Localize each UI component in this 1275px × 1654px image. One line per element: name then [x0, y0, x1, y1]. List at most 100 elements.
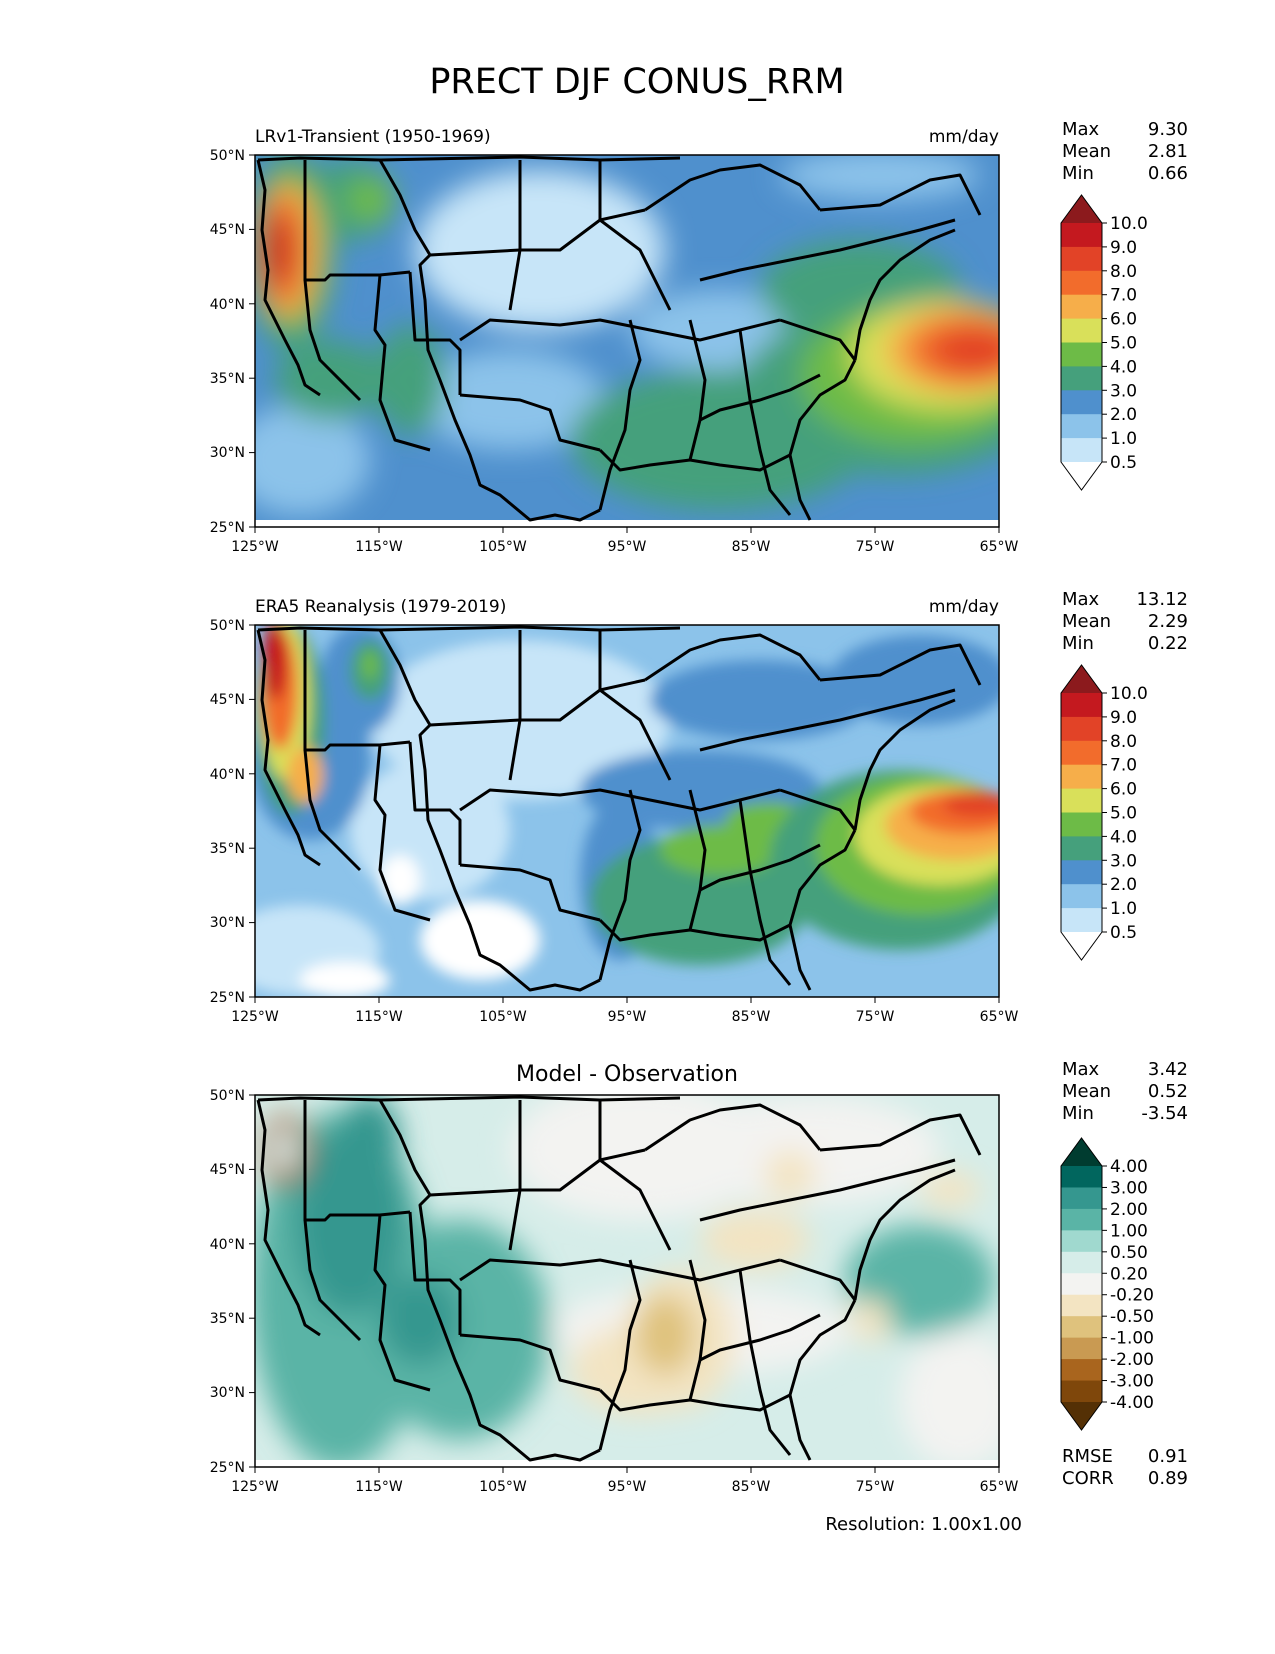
colorbar-bin — [1061, 1294, 1102, 1317]
colorbar-tick-label: 1.0 — [1110, 899, 1137, 919]
panel-center-title: Model - Observation — [516, 1062, 738, 1087]
precip-map-model — [255, 155, 999, 527]
svg-text:115°W: 115°W — [355, 1009, 403, 1025]
colorbar-tick-label: 2.0 — [1110, 875, 1137, 895]
svg-text:65°W: 65°W — [980, 539, 1019, 555]
colorbar-bin — [1061, 764, 1102, 790]
colorbar-bin — [1061, 414, 1102, 439]
svg-text:25°N: 25°N — [210, 1460, 245, 1476]
panel-units: mm/day — [929, 127, 999, 147]
colorbar-bin — [1061, 270, 1102, 296]
stats-block: Max 9.30 Mean 2.81 Min 0.66 — [1062, 119, 1188, 184]
y-axis: 50°N 45°N 40°N 35°N 30°N 25°N — [210, 1088, 255, 1476]
svg-text:85°W: 85°W — [732, 1479, 771, 1495]
colorbar-tick-label: 9.0 — [1110, 238, 1137, 258]
colorbar-bin — [1061, 716, 1102, 742]
svg-text:75°W: 75°W — [856, 539, 895, 555]
svg-text:Mean: Mean — [1062, 611, 1111, 632]
svg-text:3.42: 3.42 — [1148, 1059, 1188, 1080]
svg-text:40°N: 40°N — [210, 297, 245, 313]
svg-text:40°N: 40°N — [210, 1237, 245, 1253]
colorbar-tick-label: 3.00 — [1110, 1178, 1148, 1198]
svg-text:Min: Min — [1062, 1103, 1094, 1124]
svg-text:35°N: 35°N — [210, 371, 245, 387]
svg-text:85°W: 85°W — [732, 539, 771, 555]
colorbar-bin — [1061, 788, 1102, 813]
colorbar-tick-label: 9.0 — [1110, 708, 1137, 728]
colorbar-tick-label: 6.0 — [1110, 780, 1137, 800]
colorbar-bin — [1061, 740, 1102, 766]
colorbar-tick-label: -0.20 — [1110, 1286, 1154, 1306]
colorbar-bin — [1061, 1251, 1102, 1274]
colorbar-tick-label: 3.0 — [1110, 851, 1137, 871]
stats-block: Max 3.42 Mean 0.52 Min -3.54 — [1062, 1059, 1188, 1124]
svg-text:0.22: 0.22 — [1148, 633, 1188, 654]
svg-text:Max: Max — [1062, 1059, 1100, 1080]
colorbar-bin — [1061, 318, 1102, 343]
colorbar-bin — [1061, 812, 1102, 837]
svg-text:2.81: 2.81 — [1148, 141, 1188, 162]
svg-text:Min: Min — [1062, 163, 1094, 184]
svg-text:40°N: 40°N — [210, 767, 245, 783]
colorbar-bin — [1061, 1187, 1102, 1210]
colorbar-tick-label: 0.50 — [1110, 1243, 1148, 1263]
colorbar-bin — [1061, 1273, 1102, 1296]
svg-text:-3.54: -3.54 — [1141, 1103, 1188, 1124]
svg-text:30°N: 30°N — [210, 1385, 245, 1401]
svg-text:125°W: 125°W — [231, 539, 279, 555]
colorbar-tick-label: 10.0 — [1110, 214, 1148, 234]
svg-text:95°W: 95°W — [608, 539, 647, 555]
svg-text:25°N: 25°N — [210, 990, 245, 1006]
colorbar-tick-label: 7.0 — [1110, 756, 1137, 776]
svg-text:0.66: 0.66 — [1148, 163, 1188, 184]
colorbar-extend-bottom — [1061, 932, 1102, 960]
colorbar-tick-label: 2.00 — [1110, 1200, 1148, 1220]
colorbar-bin — [1061, 860, 1102, 885]
colorbar-bin — [1061, 342, 1102, 367]
colorbar-bin — [1061, 1166, 1102, 1188]
svg-text:75°W: 75°W — [856, 1479, 895, 1495]
svg-text:125°W: 125°W — [231, 1009, 279, 1025]
colorbar-tick-label: 3.0 — [1110, 381, 1137, 401]
svg-text:RMSE: RMSE — [1062, 1446, 1113, 1467]
svg-text:95°W: 95°W — [608, 1479, 647, 1495]
colorbar-precip: 10.0 9.0 8.0 7.0 6.0 5.0 4.0 3.0 2.0 1.0 0.5 — [1060, 194, 1148, 491]
colorbar-tick-label: 4.00 — [1110, 1157, 1148, 1177]
svg-text:50°N: 50°N — [210, 618, 245, 634]
x-axis: 125°W 115°W 105°W 95°W 85°W 75°W 65°W — [231, 527, 1018, 555]
panel-model: LRv1-Transient (1950-1969) mm/day — [210, 119, 1188, 555]
y-axis: 50°N 45°N 40°N 35°N 30°N 25°N — [210, 618, 255, 1006]
svg-text:45°N: 45°N — [210, 222, 245, 238]
svg-text:Max: Max — [1062, 589, 1100, 610]
svg-text:65°W: 65°W — [980, 1479, 1019, 1495]
svg-text:0.89: 0.89 — [1148, 1468, 1188, 1489]
svg-text:Mean: Mean — [1062, 141, 1111, 162]
colorbar-bin — [1061, 438, 1102, 463]
colorbar-bin — [1061, 1230, 1102, 1253]
colorbar-tick-label: 6.0 — [1110, 310, 1137, 330]
svg-text:115°W: 115°W — [355, 539, 403, 555]
x-axis: 125°W 115°W 105°W 95°W 85°W 75°W 65°W — [231, 1467, 1018, 1495]
svg-text:30°N: 30°N — [210, 445, 245, 461]
colorbar-extend-top — [1061, 1138, 1102, 1166]
svg-text:2.29: 2.29 — [1148, 611, 1188, 632]
svg-text:35°N: 35°N — [210, 1311, 245, 1327]
svg-text:85°W: 85°W — [732, 1009, 771, 1025]
svg-text:CORR: CORR — [1062, 1468, 1114, 1489]
colorbar-tick-label: 1.0 — [1110, 429, 1137, 449]
difference-map — [255, 1095, 999, 1467]
panel-left-title: ERA5 Reanalysis (1979-2019) — [255, 597, 506, 617]
colorbar-bin — [1061, 294, 1102, 320]
svg-text:30°N: 30°N — [210, 915, 245, 931]
metrics-block: RMSE 0.91 CORR 0.89 — [1062, 1446, 1188, 1489]
colorbar-tick-label: -0.50 — [1110, 1307, 1154, 1327]
panel-units: mm/day — [929, 597, 999, 617]
colorbar-bin — [1061, 1337, 1102, 1360]
svg-text:0.52: 0.52 — [1148, 1081, 1188, 1102]
stats-block: Max 13.12 Mean 2.29 Min 0.22 — [1062, 589, 1188, 654]
svg-text:Max: Max — [1062, 119, 1100, 140]
colorbar-tick-label: -2.00 — [1110, 1350, 1154, 1370]
colorbar-precip: 10.0 9.0 8.0 7.0 6.0 5.0 4.0 3.0 2.0 1.0 0.5 — [1060, 664, 1148, 961]
svg-text:65°W: 65°W — [980, 1009, 1019, 1025]
svg-text:115°W: 115°W — [355, 1479, 403, 1495]
